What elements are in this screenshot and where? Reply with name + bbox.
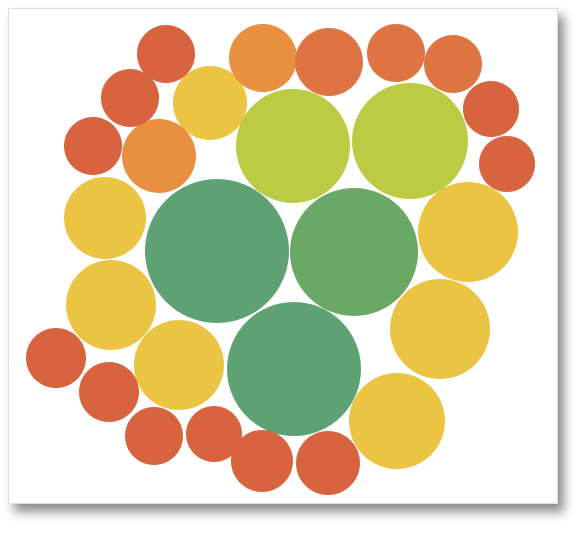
bubble-circle[interactable] — [173, 66, 247, 140]
bubble-16[interactable] — [367, 24, 425, 82]
bubble-24[interactable] — [79, 362, 139, 422]
bubble-7[interactable] — [418, 182, 518, 282]
bubble-circle[interactable] — [349, 373, 445, 469]
bubble-circle[interactable] — [463, 81, 519, 137]
bubble-28[interactable] — [296, 431, 360, 495]
bubble-26[interactable] — [186, 406, 242, 462]
bubble-10[interactable] — [66, 260, 156, 350]
bubble-circle[interactable] — [231, 430, 293, 492]
bubble-19[interactable] — [101, 69, 159, 127]
bubble-circle[interactable] — [424, 35, 482, 93]
bubble-circle[interactable] — [66, 260, 156, 350]
bubble-circle[interactable] — [79, 362, 139, 422]
bubble-circle[interactable] — [64, 177, 146, 259]
bubble-circle[interactable] — [134, 320, 224, 410]
bubble-circle[interactable] — [236, 89, 350, 203]
bubble-circle[interactable] — [186, 406, 242, 462]
bubble-circle[interactable] — [101, 69, 159, 127]
bubble-6[interactable] — [64, 177, 146, 259]
bubble-17[interactable] — [424, 35, 482, 93]
bubble-circle[interactable] — [229, 24, 297, 92]
bubble-circle[interactable] — [64, 117, 122, 175]
bubble-circle[interactable] — [125, 407, 183, 465]
bubble-circle[interactable] — [137, 25, 195, 83]
bubble-circle[interactable] — [26, 328, 86, 388]
bubble-21[interactable] — [463, 81, 519, 137]
bubble-circle[interactable] — [367, 24, 425, 82]
bubble-3[interactable] — [290, 188, 418, 316]
bubble-circle[interactable] — [145, 179, 289, 323]
bubble-20[interactable] — [64, 117, 122, 175]
bubble-circle[interactable] — [390, 279, 490, 379]
bubble-11[interactable] — [134, 320, 224, 410]
bubble-13[interactable] — [122, 119, 196, 193]
bubble-1[interactable] — [145, 179, 289, 323]
bubble-circle[interactable] — [295, 28, 363, 96]
bubble-12[interactable] — [173, 66, 247, 140]
bubble-15[interactable] — [295, 28, 363, 96]
bubble-18[interactable] — [137, 25, 195, 83]
bubble-circle[interactable] — [122, 119, 196, 193]
bubble-27[interactable] — [231, 430, 293, 492]
bubble-4[interactable] — [236, 89, 350, 203]
bubble-circle[interactable] — [418, 182, 518, 282]
bubble-circle[interactable] — [290, 188, 418, 316]
bubble-22[interactable] — [479, 136, 535, 192]
bubble-circle[interactable] — [479, 136, 535, 192]
bubble-14[interactable] — [229, 24, 297, 92]
bubble-circle[interactable] — [352, 83, 468, 199]
bubble-8[interactable] — [390, 279, 490, 379]
bubble-23[interactable] — [26, 328, 86, 388]
bubble-9[interactable] — [349, 373, 445, 469]
bubble-circle[interactable] — [227, 302, 361, 436]
bubble-2[interactable] — [227, 302, 361, 436]
bubble-25[interactable] — [125, 407, 183, 465]
bubble-5[interactable] — [352, 83, 468, 199]
bubble-circle[interactable] — [296, 431, 360, 495]
